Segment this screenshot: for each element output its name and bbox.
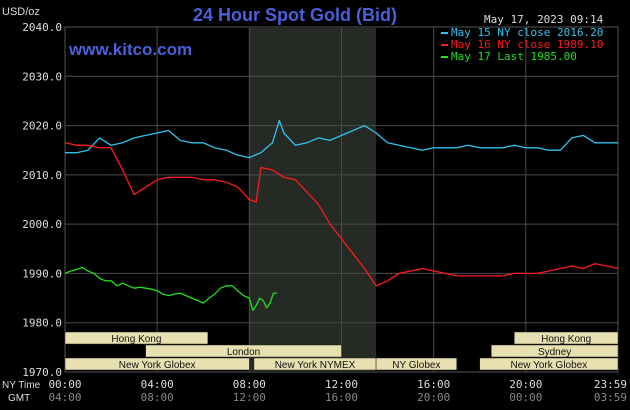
session-bar-bg xyxy=(64,357,250,371)
session-bars: Hong Kong London New York Globex New York N… xyxy=(64,331,619,371)
session-label: New York Globex xyxy=(511,360,588,371)
x-tick-label-ny: 00:00 xyxy=(48,378,81,391)
y-tick-label: 2020.0 xyxy=(22,120,62,133)
ny-time-label: NY Time xyxy=(2,380,41,391)
x-tick-label-gmt: 12:00 xyxy=(233,391,266,404)
session-label: Hong Kong xyxy=(111,334,161,345)
session-label: Hong Kong xyxy=(541,334,591,345)
website-link[interactable]: www.kitco.com xyxy=(68,40,192,59)
x-tick-label-ny: 23:59 xyxy=(594,378,627,391)
unit-label: USD/oz xyxy=(2,6,40,18)
x-tick-label-gmt: 04:00 xyxy=(48,391,81,404)
website-text: www.kitco.com xyxy=(68,40,192,59)
y-tick-label: 1980.0 xyxy=(22,317,62,330)
session-label: London xyxy=(227,347,260,358)
session-bar-bg xyxy=(491,344,619,358)
y-tick-label: 2010.0 xyxy=(22,169,62,182)
y-tick-label: 1970.0 xyxy=(22,366,62,379)
gmt-label: GMT xyxy=(8,393,30,404)
session-bar-bg xyxy=(375,357,457,371)
x-tick-label-ny: 04:00 xyxy=(141,378,174,391)
y-tick-label: 1990.0 xyxy=(22,267,62,280)
legend-entry: May 17 Last 1985.00 xyxy=(451,50,577,63)
session-label: New York Globex xyxy=(119,360,196,371)
x-tick-label-gmt: 20:00 xyxy=(417,391,450,404)
series-line-2 xyxy=(64,142,618,287)
session-bar-bg xyxy=(145,344,342,358)
y-tick-label: 2030.0 xyxy=(22,70,62,83)
session-bar: Hong Kong xyxy=(514,331,619,345)
legend-entry: May 16 NY close 1989.10 xyxy=(451,38,603,51)
x-tick-label-ny: 20:00 xyxy=(509,378,542,391)
session-bar: London xyxy=(145,344,342,358)
session-bar-bg xyxy=(514,331,619,345)
session-bar: NY Globex xyxy=(375,357,457,371)
y-tick-labels: 2040.0 2030.0 2020.0 2010.0 2000.0 1990.0 1980… xyxy=(22,21,62,379)
x-tick-labels: 00:0004:0004:0008:0008:0012:0012:0016:00… xyxy=(48,378,627,404)
y-tick-label: 2040.0 xyxy=(22,21,62,34)
session-bar-bg xyxy=(64,331,209,345)
x-tick-label-ny: 12:00 xyxy=(325,378,358,391)
session-bar-bg xyxy=(479,357,619,371)
nymex-session-band xyxy=(249,27,377,372)
x-tick-label-gmt: 16:00 xyxy=(325,391,358,404)
session-label: Sydney xyxy=(538,347,571,358)
x-tick-label-gmt: 03:59 xyxy=(594,391,627,404)
x-tick-label-gmt: 00:00 xyxy=(509,391,542,404)
session-bar: Sydney xyxy=(491,344,619,358)
y-tick-label: 2000.0 xyxy=(22,218,62,231)
chart-title: 24 Hour Spot Gold (Bid) xyxy=(193,5,397,25)
session-label: NY Globex xyxy=(392,360,440,371)
series-line-1 xyxy=(65,119,618,159)
x-tick-label-ny: 16:00 xyxy=(417,378,450,391)
session-bar: New York Globex xyxy=(479,357,619,371)
series-group xyxy=(64,119,618,312)
timestamp: May 17, 2023 09:14 xyxy=(484,13,604,26)
session-label: New York NYMEX xyxy=(275,360,356,371)
session-bar: Hong Kong xyxy=(64,331,209,345)
session-bar: New York Globex xyxy=(64,357,250,371)
legend-entry: May 15 NY close 2016.20 xyxy=(451,26,603,39)
series-line-3 xyxy=(64,266,277,312)
x-tick-label-gmt: 08:00 xyxy=(141,391,174,404)
x-tick-label-ny: 08:00 xyxy=(233,378,266,391)
session-bar: New York NYMEX xyxy=(253,357,377,371)
grid xyxy=(65,27,618,372)
